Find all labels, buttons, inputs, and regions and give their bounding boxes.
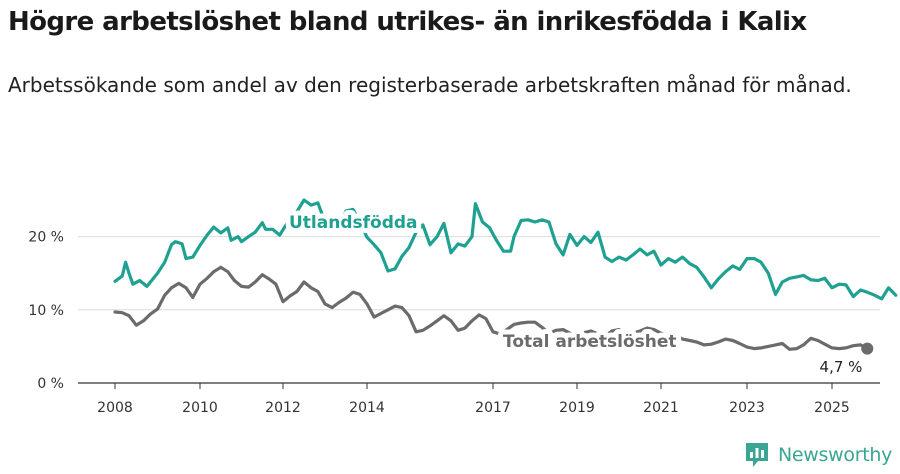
series-line-total [113, 265, 869, 351]
series-labels: Utlandsfödda Total arbetslöshet 4,7 % [284, 208, 874, 376]
x-tick-label: 2019 [559, 400, 595, 416]
x-tick-label: 2017 [475, 400, 511, 416]
x-tick-label: 2008 [97, 400, 133, 416]
gridlines [78, 236, 880, 311]
x-tick-label: 2012 [265, 400, 301, 416]
end-point-marker [861, 342, 874, 355]
x-tick-label: 2014 [349, 400, 385, 416]
bar-chart-logo-icon [746, 443, 768, 467]
axes: 0 % 10 % 20 % 2008 2010 2012 2014 2017 2019 2021 2… [28, 230, 880, 416]
series-label-total: Total arbetslöshet [503, 332, 677, 352]
newsworthy-logo[interactable]: Newsworthy [744, 440, 892, 470]
series-label-utlandsfodda: Utlandsfödda [289, 213, 418, 233]
brand-name: Newsworthy [778, 444, 893, 466]
x-tick-label: 2010 [182, 400, 218, 416]
x-tick-label: 2023 [729, 400, 765, 416]
x-tick-label: 2025 [814, 400, 850, 416]
chart-subtitle: Arbetssökande som andel av den registerb… [8, 73, 852, 97]
chart-title: Högre arbetslöshet bland utrikes- än inr… [8, 7, 807, 37]
y-tick-label: 20 % [28, 230, 64, 246]
series-lines [113, 198, 898, 351]
x-tick-label: 2021 [643, 400, 679, 416]
y-tick-label: 0 % [37, 376, 64, 392]
y-tick-label: 10 % [28, 303, 64, 319]
series-line-utlandsfodda [113, 198, 898, 301]
end-value-label: 4,7 % [820, 358, 863, 376]
